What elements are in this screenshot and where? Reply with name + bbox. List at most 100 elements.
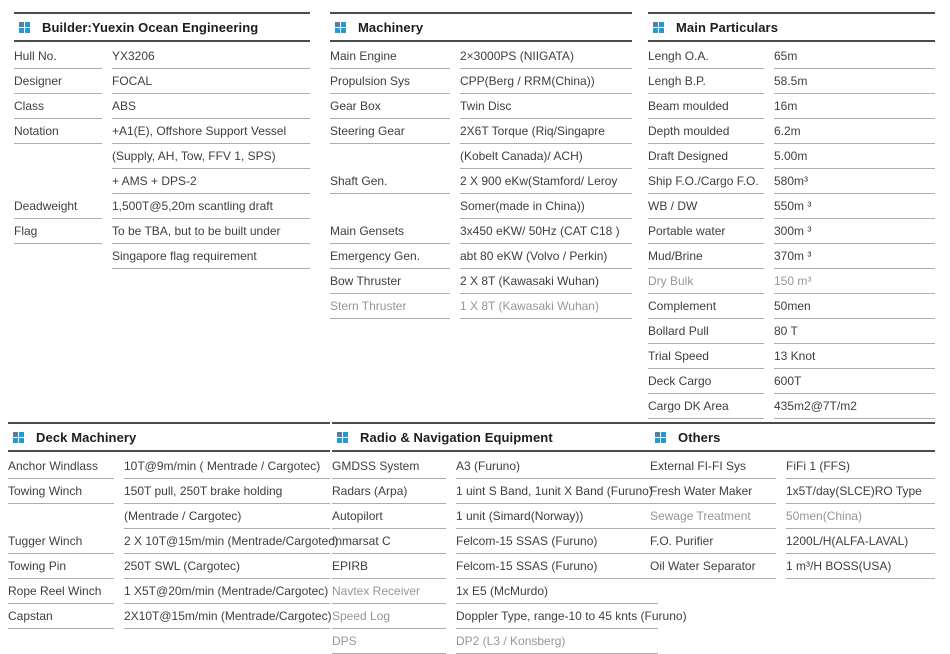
row-value: 13 Knot [774,344,935,369]
row-value: 50men [774,294,935,319]
row-value-group: 50men [774,294,935,319]
row-label: Deck Cargo [648,369,764,394]
row-value: Somer(made in China)) [460,194,632,219]
row-value: 1x5T/day(SLCE)RO Type [786,479,935,504]
grid-squares-icon [335,21,346,33]
spec-row: Depth moulded 6.2m [648,119,935,144]
row-value-group: 580m³ [774,169,935,194]
row-value-group: 1 X5T@20m/min (Mentrade/Cargotec) [124,579,330,604]
row-value: 50men(China) [786,504,935,529]
grid-square [653,21,658,27]
row-value: FiFi 1 (FFS) [786,454,935,479]
spec-row: Autopilort 1 unit (Simard(Norway)) [332,504,658,529]
row-value-group: 80 T [774,319,935,344]
spec-row: Bollard Pull 80 T [648,319,935,344]
row-value: 600T [774,369,935,394]
grid-squares-icon [653,21,664,33]
section-others: Others External FI-FI Sys FiFi 1 (FFS) Fre… [650,422,935,579]
row-value-group: YX3206 [112,44,310,69]
spec-row: Main Gensets 3x450 eKW/ 50Hz (CAT C18 ) [330,219,632,244]
spec-row: Shaft Gen. 2 X 900 eKw(Stamford/ Leroy Som… [330,169,632,219]
section-title: Deck Machinery [36,429,137,445]
row-label: Capstan [8,604,114,629]
spec-row: Inmarsat C Felcom-15 SSAS (Furuno) [332,529,658,554]
row-label: Dry Bulk [648,269,764,294]
section-header: Main Particulars [648,12,935,42]
row-value-group: +A1(E), Offshore Support Vessel (Supply, … [112,119,310,194]
spec-row: WB / DW 550m ³ [648,194,935,219]
grid-square [661,431,666,437]
row-label: Fresh Water Maker [650,479,776,504]
spec-row: Portable water 300m ³ [648,219,935,244]
row-label: Cargo DK Area [648,394,764,419]
row-value: 2 X 10T@15m/min (Mentrade/Cargotec) [124,529,338,554]
row-value: ABS [112,94,310,119]
row-value: DP2 (L3 / Konsberg) [456,629,658,654]
row-value: 1 X5T@20m/min (Mentrade/Cargotec) [124,579,330,604]
row-value-group: 150 m³ [774,269,935,294]
spec-row: Hull No. YX3206 [14,44,310,69]
row-value: Felcom-15 SSAS (Furuno) [456,529,658,554]
row-value-group: Felcom-15 SSAS (Furuno) [456,554,658,579]
row-value: 65m [774,44,935,69]
row-value: 6.2m [774,119,935,144]
row-value: + AMS + DPS-2 [112,169,310,194]
grid-square [25,21,30,27]
section-deck: Deck Machinery Anchor Windlass 10T@9m/min… [8,422,338,629]
section-header: Machinery [330,12,632,42]
row-label: Ship F.O./Cargo F.O. [648,169,764,194]
row-value: 1x E5 (McMurdo) [456,579,658,604]
spec-row: Radars (Arpa) 1 uint S Band, 1unit X Band… [332,479,658,504]
row-value: YX3206 [112,44,310,69]
spec-row: Class ABS [14,94,310,119]
spec-row: Towing Winch 150T pull, 250T brake holdin… [8,479,330,529]
spec-row: Lengh B.P. 58.5m [648,69,935,94]
row-value: Doppler Type, range-10 to 45 knts (Furun… [456,604,687,629]
row-value-group: 5.00m [774,144,935,169]
grid-square [19,21,24,27]
row-value-group: 2X6T Torque (Riq/Singapre (Kobelt Canada)… [460,119,632,169]
section-rows: Anchor Windlass 10T@9m/min ( Mentrade / C… [8,452,338,629]
row-value-group: 1x E5 (McMurdo) [456,579,658,604]
grid-square [19,437,24,443]
row-value-group: To be TBA, but to be built under Singapor… [112,219,310,269]
spec-row: Deadweight 1,500T@5,20m scantling draft [14,194,310,219]
row-value: (Kobelt Canada)/ ACH) [460,144,632,169]
spec-row: Mud/Brine 370m ³ [648,244,935,269]
row-value: 435m2@7T/m2 [774,394,935,419]
spec-row: Speed Log Doppler Type, range-10 to 45 kn… [332,604,687,629]
grid-squares-icon [655,431,666,443]
row-value-group: 2 X 900 eKw(Stamford/ Leroy Somer(made in… [460,169,632,219]
grid-square [661,437,666,443]
row-label: Trial Speed [648,344,764,369]
row-label: Notation [14,119,102,144]
row-value-group: 250T SWL (Cargotec) [124,554,330,579]
row-value-group: 58.5m [774,69,935,94]
row-value-group: 2X10T@15m/min (Mentrade/Cargotec) [124,604,332,629]
spec-row: Navtex Receiver 1x E5 (McMurdo) [332,579,658,604]
grid-square [337,431,342,437]
row-value-group: 1 X 8T (Kawasaki Wuhan) [460,294,632,319]
row-value: 550m ³ [774,194,935,219]
spec-row: Capstan 2X10T@15m/min (Mentrade/Cargotec) [8,604,332,629]
spec-row: Dry Bulk 150 m³ [648,269,935,294]
row-label: Flag [14,219,102,244]
row-value: 1,500T@5,20m scantling draft [112,194,310,219]
section-title: Main Particulars [676,19,779,35]
row-value: 2×3000PS (NIIGATA) [460,44,632,69]
row-label: Towing Pin [8,554,114,579]
spec-row: Designer FOCAL [14,69,310,94]
spec-row: Trial Speed 13 Knot [648,344,935,369]
row-label: Shaft Gen. [330,169,450,194]
row-label: Lengh O.A. [648,44,764,69]
section-rows: GMDSS System A3 (Furuno) Radars (Arpa) 1 ui… [332,452,687,654]
spec-row: Steering Gear 2X6T Torque (Riq/Singapre (K… [330,119,632,169]
section-header: Builder:Yuexin Ocean Engineering [14,12,310,42]
spec-row: Towing Pin 250T SWL (Cargotec) [8,554,330,579]
row-value: 80 T [774,319,935,344]
row-value-group: Felcom-15 SSAS (Furuno) [456,529,658,554]
grid-square [653,27,658,33]
row-value: 580m³ [774,169,935,194]
spec-row: Oil Water Separator 1 m³/H BOSS(USA) [650,554,935,579]
row-value-group: 370m ³ [774,244,935,269]
